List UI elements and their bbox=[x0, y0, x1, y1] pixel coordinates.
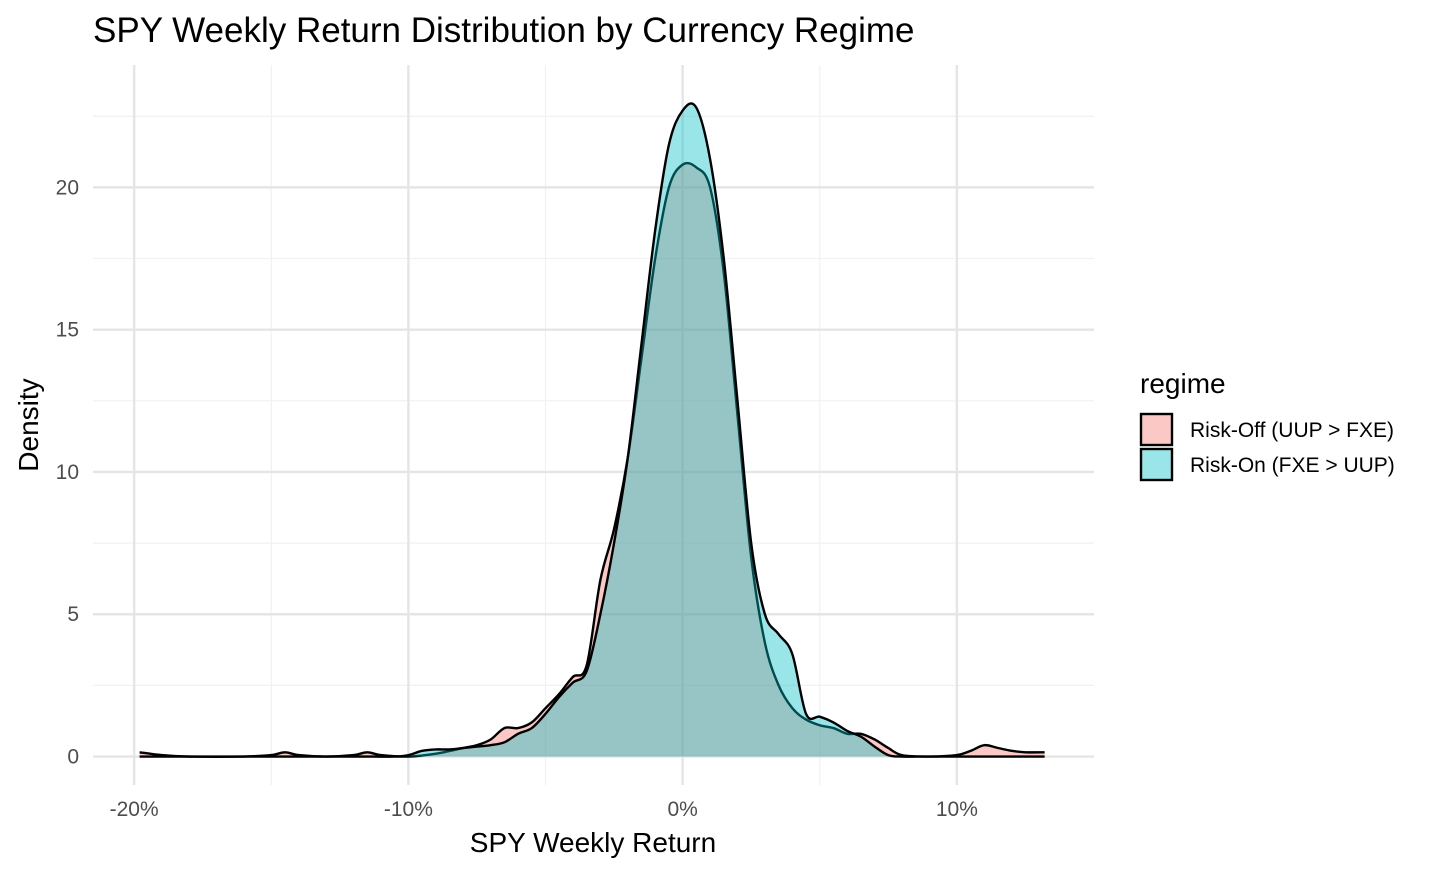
legend-label-risk-on: Risk-On (FXE > UUP) bbox=[1190, 454, 1395, 477]
series-layer bbox=[139, 102, 1045, 758]
y-axis-label: Density bbox=[13, 378, 44, 471]
legend: regime Risk-Off (UUP > FXE) Risk-On (FXE… bbox=[1139, 368, 1395, 482]
density-line-risk-on bbox=[139, 102, 1045, 758]
legend-label-risk-off: Risk-Off (UUP > FXE) bbox=[1190, 419, 1394, 442]
chart-title: SPY Weekly Return Distribution by Curren… bbox=[93, 11, 915, 50]
x-tick-label: 10% bbox=[936, 798, 978, 821]
y-tick-label: 0 bbox=[67, 746, 79, 769]
y-tick-label: 20 bbox=[56, 176, 79, 199]
density-line-risk-off bbox=[139, 161, 1045, 758]
x-tick-label: 0% bbox=[667, 798, 697, 821]
density-area-risk-on bbox=[139, 103, 1045, 757]
y-tick-label: 5 bbox=[67, 603, 79, 626]
x-axis-label: SPY Weekly Return bbox=[470, 827, 716, 858]
y-tick-label: 10 bbox=[56, 461, 79, 484]
y-tick-label: 15 bbox=[56, 319, 79, 342]
legend-key-risk-on bbox=[1139, 447, 1174, 482]
axis-ticks: -20% -10% 0% 10% 0 5 10 15 20 bbox=[56, 176, 978, 821]
x-tick-label: -10% bbox=[384, 798, 433, 821]
x-tick-label: -20% bbox=[110, 798, 159, 821]
legend-title: regime bbox=[1140, 368, 1226, 399]
legend-key-risk-off bbox=[1139, 412, 1174, 447]
